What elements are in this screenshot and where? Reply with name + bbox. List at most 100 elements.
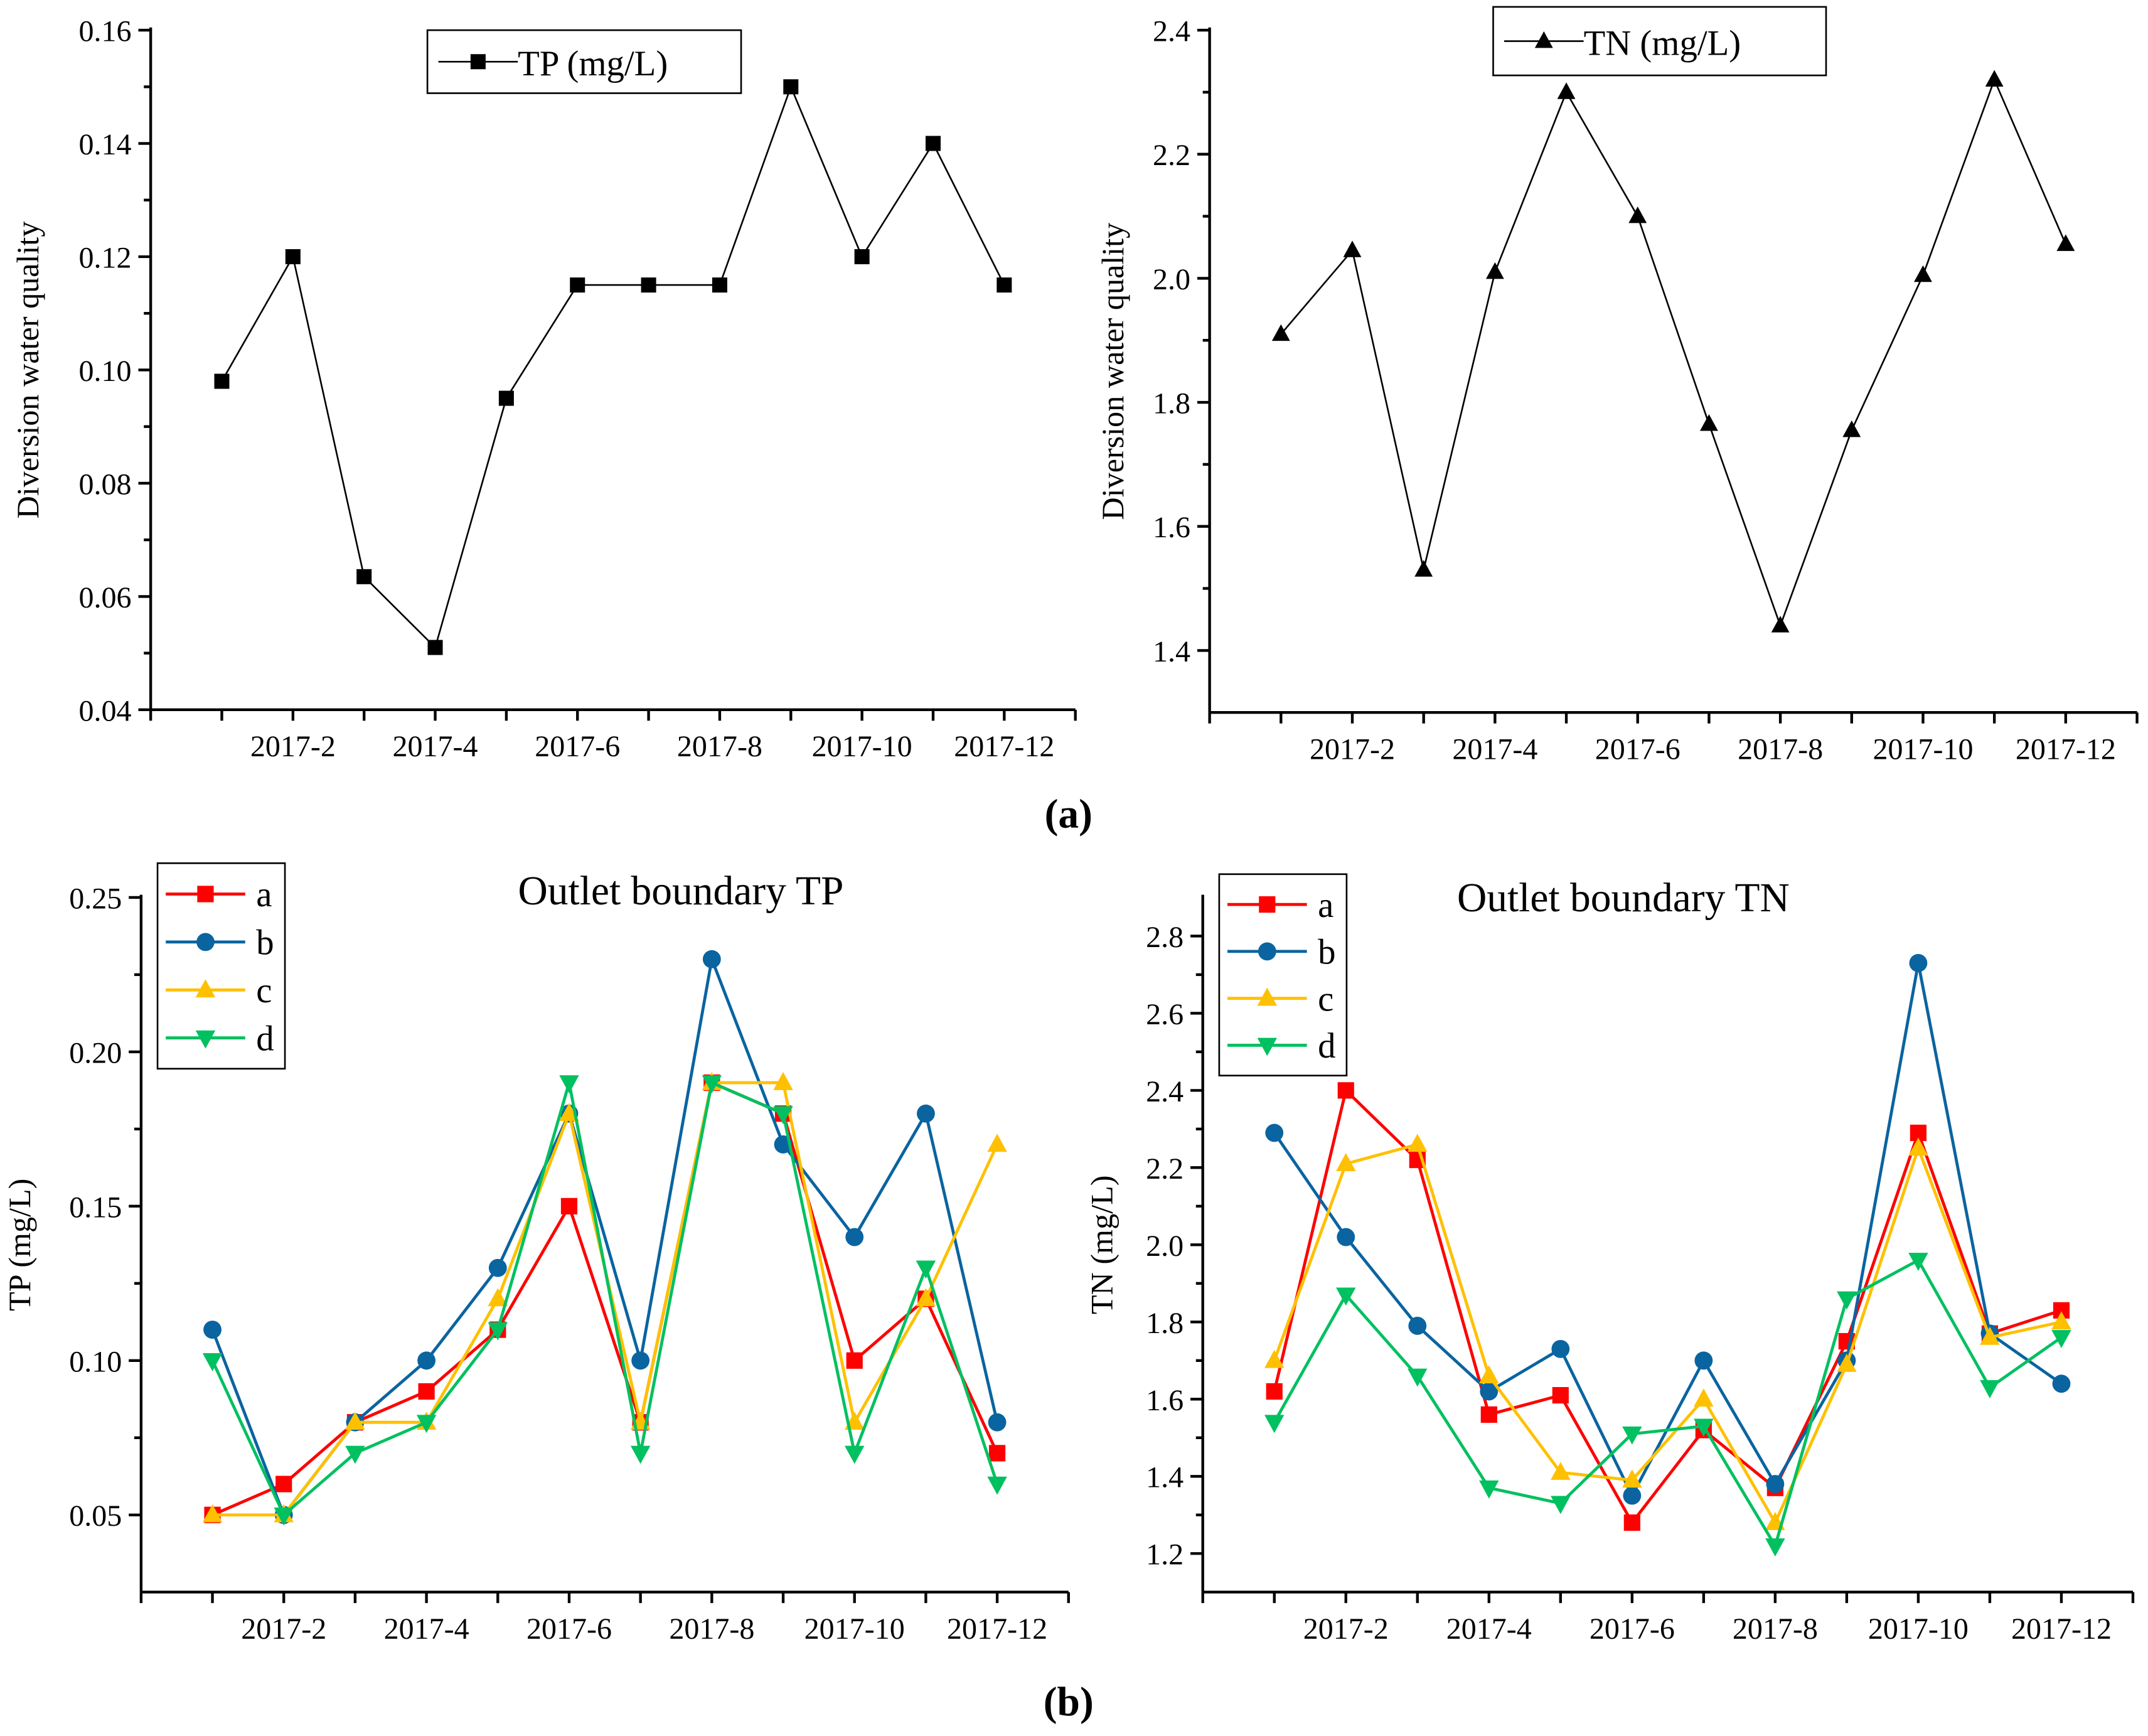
data-point xyxy=(560,1198,578,1214)
x-tick-label: 2017-8 xyxy=(677,730,762,763)
x-tick-label: 2017-8 xyxy=(1733,1612,1818,1646)
series-tp-mg-l- xyxy=(214,79,1012,655)
data-point xyxy=(1485,262,1504,279)
legend-label-c: c xyxy=(256,971,272,1010)
data-point xyxy=(1551,1339,1570,1358)
panel-label-a: (a) xyxy=(1045,792,1093,837)
data-point xyxy=(1700,414,1718,431)
legend-label-b: b xyxy=(256,923,274,963)
data-point xyxy=(2051,1311,2071,1330)
legend-label-a: a xyxy=(256,875,272,914)
data-point xyxy=(1694,1418,1714,1437)
data-point xyxy=(1343,240,1362,257)
data-point xyxy=(488,1322,508,1341)
data-point xyxy=(202,1504,223,1523)
series-line xyxy=(211,1080,999,1518)
x-tick-label: 2017-4 xyxy=(1452,732,1537,766)
legend-marker xyxy=(195,1030,216,1049)
data-point xyxy=(1336,1287,1356,1306)
chart-title: Outlet boundary TN xyxy=(1457,876,1790,921)
x-tick-label: 2017-10 xyxy=(812,730,912,763)
data-point xyxy=(559,1075,579,1094)
series-c xyxy=(1264,1133,2071,1530)
data-point xyxy=(1623,1486,1642,1505)
data-point xyxy=(274,1507,294,1526)
y-tick-label: 0.14 xyxy=(79,128,132,161)
data-point xyxy=(845,1228,864,1246)
data-point xyxy=(916,1288,936,1307)
y-tick-label: 0.12 xyxy=(79,241,132,274)
y-tick-label: 0.16 xyxy=(79,15,132,48)
data-point xyxy=(773,1072,793,1090)
series-tn-mg-l- xyxy=(1271,70,2075,633)
data-point xyxy=(702,1075,722,1094)
charts-group: 2017-2 2017-4 2017-6 2017-8 2017-10 2017-12 0.… xyxy=(2,6,2139,1646)
data-point xyxy=(988,1413,1007,1432)
series-line xyxy=(1273,1142,2062,1526)
data-point xyxy=(846,1352,863,1369)
data-point xyxy=(559,1103,579,1122)
data-point xyxy=(925,136,941,151)
data-point xyxy=(702,950,721,968)
data-point xyxy=(1622,1469,1642,1488)
data-point xyxy=(1766,1475,1785,1493)
chart-1: 2017-2 2017-4 2017-6 2017-8 2017-10 2017-12 0.… xyxy=(10,15,1077,763)
data-point xyxy=(1336,1153,1356,1171)
data-point xyxy=(418,1383,435,1400)
legend-label-c: c xyxy=(1318,979,1333,1019)
series-line xyxy=(212,1081,999,1517)
y-tick-label: 2.0 xyxy=(1146,1230,1184,1263)
legend-marker xyxy=(1259,896,1276,913)
data-point xyxy=(987,1476,1007,1495)
x-tick-label: 2017-2 xyxy=(1303,1612,1389,1646)
series-line xyxy=(211,1080,999,1516)
y-tick-label: 2.6 xyxy=(1146,998,1184,1031)
data-point xyxy=(1622,1426,1642,1445)
data-point xyxy=(1271,324,1290,341)
data-point xyxy=(773,1106,793,1125)
data-point xyxy=(2052,1374,2071,1393)
data-point xyxy=(1337,1228,1355,1246)
y-tick-label: 1.8 xyxy=(1153,387,1190,421)
data-point xyxy=(1479,1365,1499,1384)
y-tick-label: 2.8 xyxy=(1146,921,1184,954)
series-a xyxy=(204,1074,1006,1523)
y-tick-label: 0.10 xyxy=(69,1345,122,1378)
data-point xyxy=(1479,1480,1499,1499)
series-line xyxy=(221,84,1005,650)
data-point xyxy=(1694,1388,1714,1407)
y-tick-label: 0.08 xyxy=(79,468,132,501)
y-axis-label: Diversion water quality xyxy=(1095,223,1130,520)
legend-marker xyxy=(195,979,216,998)
y-tick-label: 0.04 xyxy=(79,694,132,727)
series-a xyxy=(1266,1082,2070,1531)
data-point xyxy=(987,1133,1007,1152)
y-tick-label: 0.06 xyxy=(79,581,132,614)
y-tick-label: 1.4 xyxy=(1146,1461,1184,1494)
legend-marker xyxy=(196,933,215,951)
data-point xyxy=(345,1445,365,1464)
data-point xyxy=(1265,1123,1284,1142)
data-point xyxy=(1552,1387,1569,1404)
data-point xyxy=(202,1353,223,1371)
y-axis-label: TN (mg/L) xyxy=(1084,1176,1119,1315)
data-point xyxy=(916,1260,936,1279)
axes xyxy=(1197,27,2139,724)
data-point xyxy=(988,1445,1006,1462)
legend-label: TN (mg/L) xyxy=(1584,23,1741,63)
data-point xyxy=(1694,1351,1713,1370)
data-point xyxy=(1837,1291,1857,1310)
data-point xyxy=(1264,1415,1285,1433)
y-axis-label: Diversion water quality xyxy=(10,222,45,519)
x-tick-label: 2017-12 xyxy=(947,1612,1047,1646)
y-tick-label: 2.4 xyxy=(1146,1075,1184,1108)
data-point xyxy=(1842,420,1861,437)
data-point xyxy=(1408,1133,1428,1152)
data-point xyxy=(2056,234,2075,251)
data-point xyxy=(1914,265,1932,282)
data-point xyxy=(275,1476,292,1492)
legend-marker xyxy=(197,886,214,903)
data-point xyxy=(1980,1326,2000,1345)
x-tick-label: 2017-2 xyxy=(250,730,336,763)
